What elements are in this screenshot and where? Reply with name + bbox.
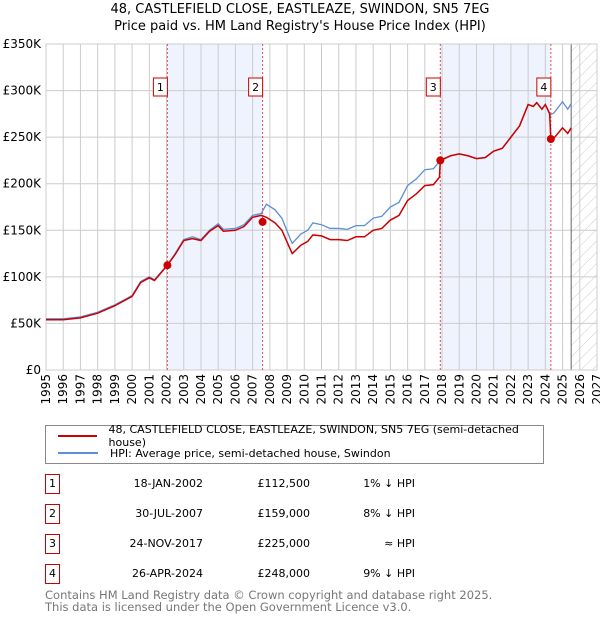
sale-row: 1 18-JAN-2002 £112,500 1% ↓ HPI (45, 474, 445, 494)
x-tick-label: 2025 (556, 374, 570, 405)
sale-label: 1 (157, 81, 164, 94)
x-tick-label: 2022 (504, 374, 518, 405)
y-tick-label: £100K (3, 270, 43, 284)
x-tick-label: 2024 (538, 374, 552, 405)
x-tick-label: 2023 (521, 374, 535, 405)
sale-price: £159,000 (257, 507, 311, 520)
sale-row: 2 30-JUL-2007 £159,000 8% ↓ HPI (45, 504, 445, 524)
x-tick-label: 2004 (194, 374, 208, 405)
y-tick-label: £300K (3, 84, 43, 98)
sale-hpi-diff: 9% ↓ HPI (363, 567, 415, 580)
forecast-hatch (571, 44, 597, 370)
sale-hpi-diff: ≈ HPI (384, 537, 415, 550)
sale-label-box (152, 77, 168, 97)
sale-label: 3 (430, 81, 437, 94)
footer: Contains HM Land Registry data © Crown c… (45, 589, 492, 613)
chart-title: 48, CASTLEFIELD CLOSE, EASTLEAZE, SWINDO… (110, 2, 490, 17)
chart-subtitle: Price paid vs. HM Land Registry's House … (114, 19, 486, 34)
plot-border (45, 43, 598, 371)
footer-line: This data is licensed under the Open Gov… (45, 600, 412, 614)
x-tick-label: 2003 (177, 374, 191, 405)
y-tick-label: £50K (10, 316, 42, 330)
x-tick-label: 1996 (56, 374, 70, 405)
x-tick-label: 2026 (573, 374, 587, 405)
x-tick-label: 2021 (487, 374, 501, 405)
x-tick-label: 2012 (332, 374, 346, 405)
footer-line: Contains HM Land Registry data © Crown c… (45, 588, 493, 602)
sale-number-badge: 4 (45, 564, 60, 584)
legend-swatch-blue (58, 452, 98, 454)
legend-swatch-red (58, 435, 97, 437)
y-tick-label: £250K (3, 130, 43, 144)
x-tick-label: 2011 (315, 374, 329, 405)
x-tick-label: 1997 (73, 374, 87, 405)
x-tick-label: 2005 (211, 374, 225, 405)
x-tick-label: 2018 (435, 374, 449, 405)
y-tick-label: £350K (3, 37, 43, 51)
x-tick-label: 2020 (469, 374, 483, 405)
price-paid-line (46, 101, 572, 321)
x-tick-label: 2000 (125, 374, 139, 405)
legend-item-hpi: HPI: Average price, semi-detached house,… (58, 444, 391, 462)
sale-label-box (248, 77, 264, 97)
x-tick-label: 2019 (452, 374, 466, 405)
sale-point (258, 217, 267, 226)
x-tick-label: 2009 (280, 374, 294, 405)
sale-date: 30-JUL-2007 (135, 507, 203, 520)
x-tick-label: 1998 (91, 374, 105, 405)
x-tick-label: 2014 (366, 374, 380, 405)
y-tick-label: £200K (3, 177, 43, 191)
sale-point (436, 156, 445, 165)
y-tick-label: £0 (26, 363, 41, 377)
sale-label: 4 (540, 81, 547, 94)
y-tick-label: £150K (3, 223, 43, 237)
x-tick-label: 2010 (297, 374, 311, 405)
sale-point (163, 261, 172, 270)
x-tick-label: 2015 (383, 374, 397, 405)
sale-number-badge: 3 (45, 534, 60, 554)
plot-area: 1995 1996 1997 1998 1999 2000 2001 2002 2003 2004… (3, 37, 600, 405)
sale-hpi-diff: 8% ↓ HPI (363, 507, 415, 520)
x-tick-label: 1999 (108, 374, 122, 405)
sale-price: £112,500 (257, 477, 311, 490)
sale-date: 24-NOV-2017 (129, 537, 203, 550)
sale-row: 4 26-APR-2024 £248,000 9% ↓ HPI (45, 564, 445, 584)
x-tick-label: 2013 (349, 374, 363, 405)
x-tick-label: 2006 (228, 374, 242, 405)
sale-number-badge: 1 (45, 474, 60, 494)
sale-date: 26-APR-2024 (131, 567, 203, 580)
sale-point (546, 135, 555, 144)
x-tick-label: 2002 (160, 374, 174, 405)
sale-price: £225,000 (257, 537, 311, 550)
x-tick-label: 2017 (418, 374, 432, 405)
sale-price: £248,000 (257, 567, 311, 580)
x-tick-label: 2008 (263, 374, 277, 405)
legend-item-property: 48, CASTLEFIELD CLOSE, EASTLEAZE, SWINDO… (58, 423, 543, 449)
x-tick-label: 2007 (246, 374, 260, 405)
legend-label: HPI: Average price, semi-detached house,… (110, 446, 391, 460)
sale-label-box (536, 77, 552, 97)
x-tick-label: 2027 (590, 374, 600, 405)
sale-date: 18-JAN-2002 (133, 477, 203, 490)
x-tick-label: 1995 (39, 374, 53, 405)
sale-label: 2 (252, 81, 259, 94)
sale-period-shading (440, 44, 551, 370)
x-tick-label: 2016 (401, 374, 415, 405)
sale-hpi-diff: 1% ↓ HPI (363, 477, 415, 490)
sale-label-box (425, 77, 441, 97)
sale-row: 3 24-NOV-2017 £225,000 ≈ HPI (45, 534, 445, 554)
legend: 48, CASTLEFIELD CLOSE, EASTLEAZE, SWINDO… (45, 423, 544, 464)
x-tick-label: 2001 (142, 374, 156, 405)
legend-label: 48, CASTLEFIELD CLOSE, EASTLEAZE, SWINDO… (108, 423, 519, 449)
sale-number-badge: 2 (45, 504, 60, 524)
